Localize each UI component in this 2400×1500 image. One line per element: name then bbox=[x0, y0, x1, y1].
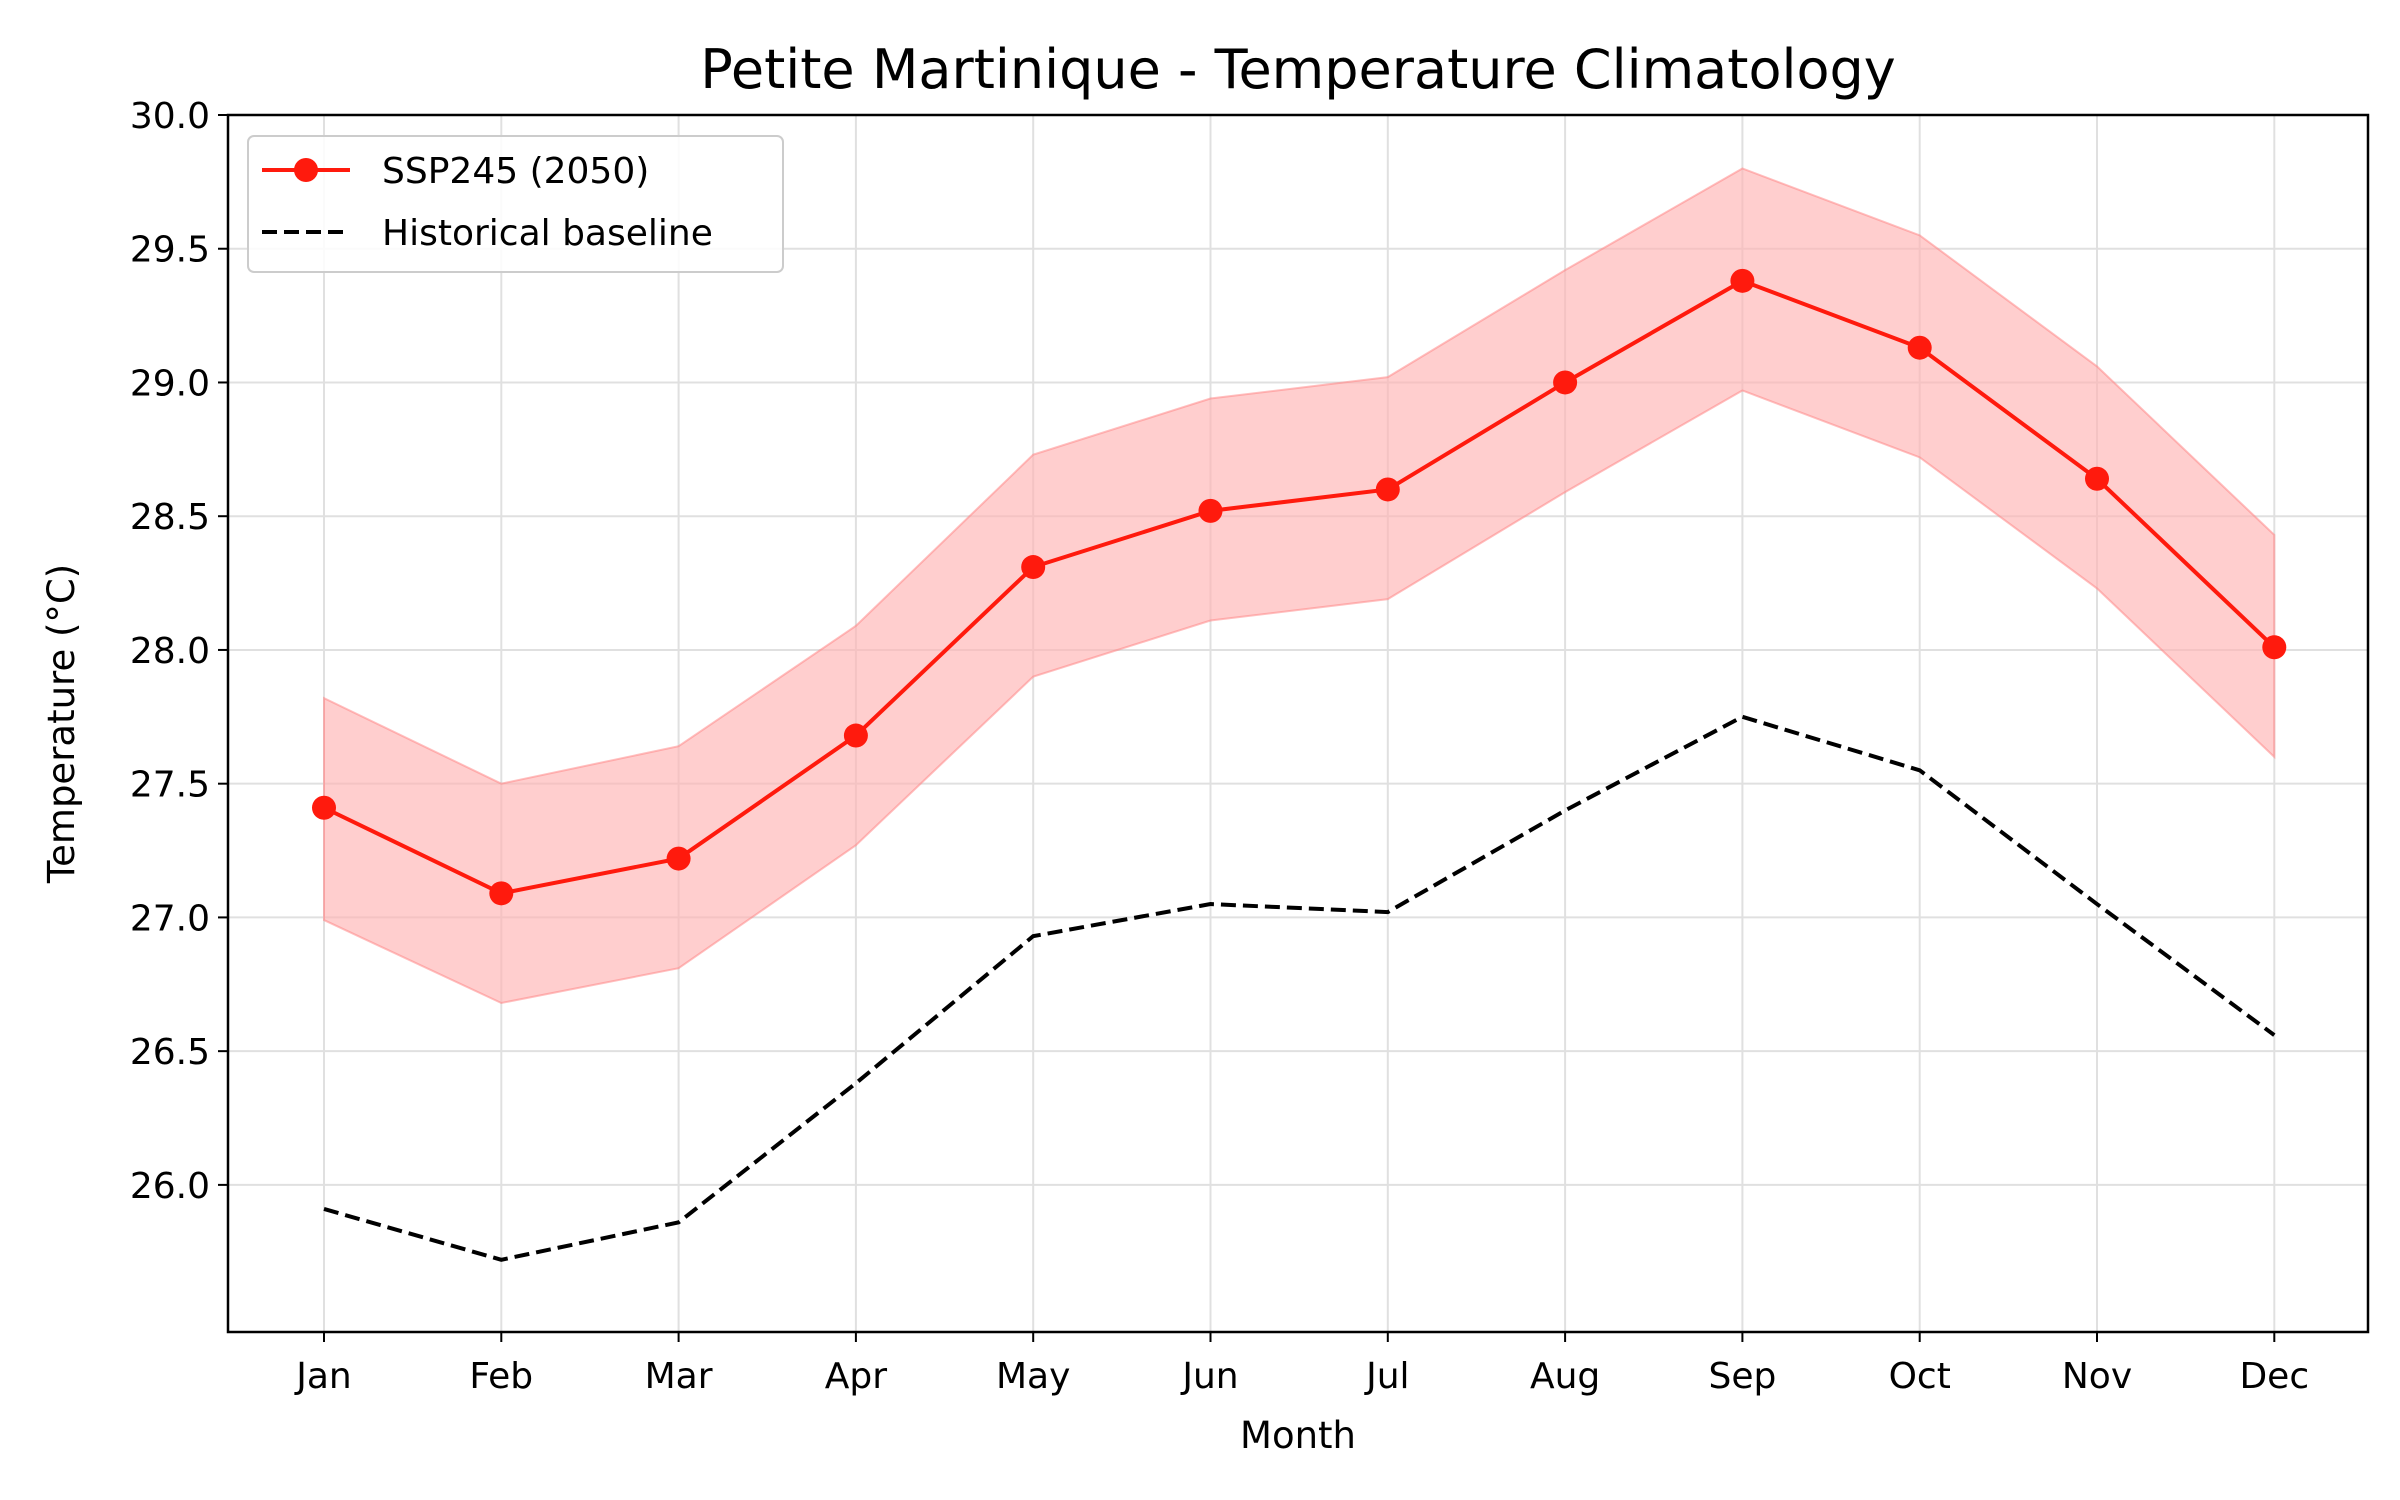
y-tick-label: 26.5 bbox=[130, 1032, 210, 1073]
x-tick-label: Nov bbox=[2062, 1356, 2132, 1397]
x-tick-label: Oct bbox=[1889, 1356, 1951, 1397]
y-tick-label: 27.0 bbox=[130, 898, 210, 939]
x-tick-label: Jun bbox=[1180, 1356, 1238, 1397]
y-tick-label: 30.0 bbox=[130, 96, 210, 137]
data-point-ssp245 bbox=[1553, 370, 1578, 395]
legend: SSP245 (2050) Historical baseline bbox=[247, 135, 784, 273]
data-point-ssp245 bbox=[312, 795, 336, 820]
grid bbox=[228, 114, 2368, 1332]
chart-title: Petite Martinique - Temperature Climatol… bbox=[700, 38, 1896, 101]
x-tick-label: Feb bbox=[469, 1356, 533, 1397]
data-point-ssp245 bbox=[2262, 635, 2287, 660]
uncertainty-band-layer bbox=[323, 167, 2276, 1005]
x-tick-label: Aug bbox=[1530, 1356, 1600, 1397]
data-point-ssp245 bbox=[843, 723, 868, 748]
x-tick-label: Dec bbox=[2239, 1356, 2309, 1397]
y-tick-label: 29.0 bbox=[130, 363, 210, 404]
x-tick-label: Apr bbox=[825, 1356, 887, 1397]
plot-frame bbox=[226, 113, 2370, 1334]
data-point-ssp245 bbox=[1730, 268, 1755, 293]
x-tick-label: Mar bbox=[645, 1356, 713, 1397]
y-tick-label: 28.5 bbox=[130, 497, 210, 538]
x-axis-ticks: Jan Feb Mar Apr May Jun Jul Aug Sep Oct Nov Dec bbox=[294, 1332, 2309, 1397]
x-tick-label: May bbox=[996, 1356, 1070, 1397]
legend-marker-ssp245 bbox=[294, 158, 318, 182]
x-axis-label: Month bbox=[1240, 1414, 1356, 1457]
series-line-historical bbox=[323, 714, 2276, 1262]
y-tick-label: 29.5 bbox=[130, 230, 210, 271]
y-tick-label: 26.0 bbox=[130, 1166, 210, 1207]
legend-box bbox=[247, 135, 784, 273]
x-tick-label: Sep bbox=[1708, 1356, 1776, 1397]
uncertainty-band-ssp245 bbox=[323, 167, 2276, 1005]
data-point-ssp245 bbox=[1375, 477, 1400, 502]
y-axis-ticks: 26.0 26.5 27.0 27.5 28.0 28.5 29.0 29.5 30.0 bbox=[130, 96, 228, 1207]
data-point-ssp245 bbox=[1198, 498, 1223, 523]
legend-label-historical: Historical baseline bbox=[382, 213, 713, 254]
data-point-ssp245 bbox=[666, 846, 691, 871]
y-tick-label: 28.0 bbox=[130, 631, 210, 672]
x-tick-label: Jul bbox=[1364, 1356, 1409, 1397]
data-point-ssp245 bbox=[489, 881, 514, 906]
x-tick-label: Jan bbox=[294, 1356, 352, 1397]
series-line-ssp245 bbox=[323, 278, 2276, 896]
y-tick-label: 27.5 bbox=[130, 765, 210, 806]
legend-label-ssp245: SSP245 (2050) bbox=[382, 151, 649, 192]
series-layer bbox=[312, 268, 2287, 1262]
data-point-ssp245 bbox=[1021, 555, 1046, 580]
y-axis-label: Temperature (°C) bbox=[40, 564, 83, 884]
data-point-ssp245 bbox=[2085, 466, 2109, 491]
data-point-ssp245 bbox=[1907, 335, 1932, 360]
